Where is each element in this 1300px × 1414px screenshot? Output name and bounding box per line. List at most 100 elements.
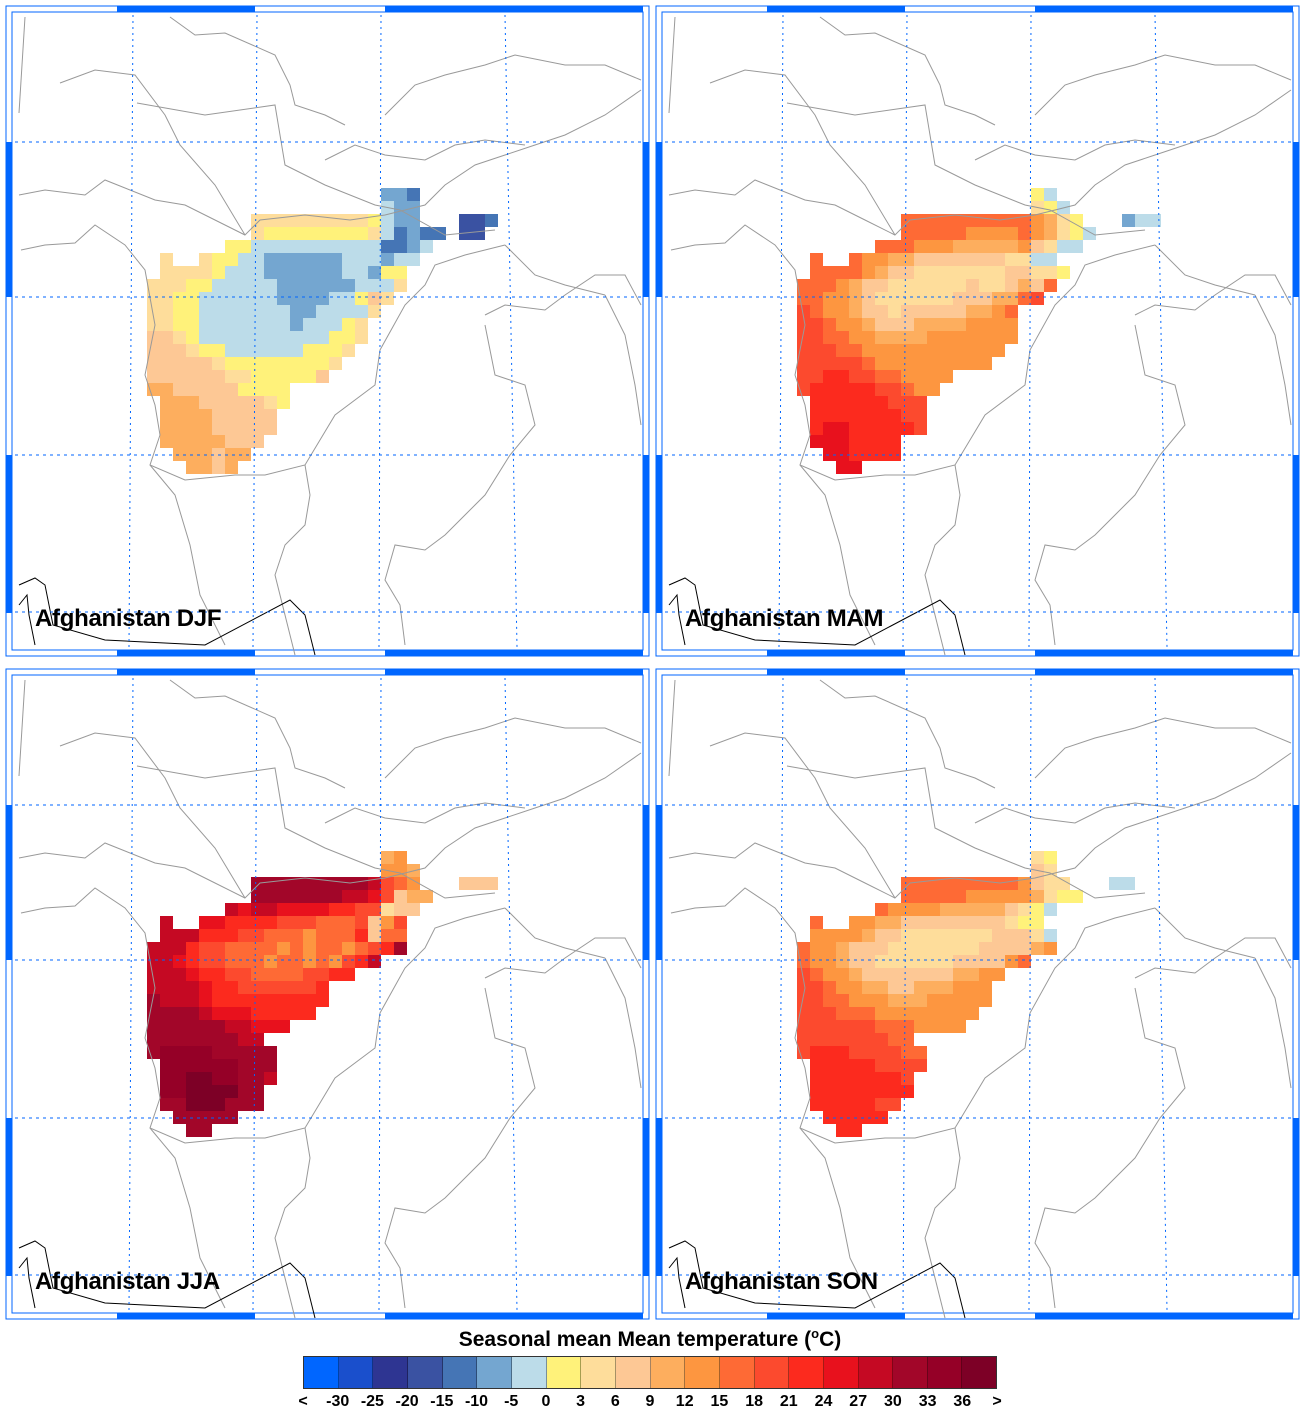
data-cell — [875, 1007, 888, 1020]
legend-swatch — [858, 1357, 894, 1388]
data-cell — [875, 253, 888, 266]
data-cell — [849, 292, 862, 305]
data-cell — [823, 1020, 836, 1033]
coastline — [18, 1240, 316, 1319]
data-cell — [901, 903, 914, 916]
data-cell — [823, 357, 836, 370]
data-cell — [810, 305, 823, 318]
data-cell — [316, 890, 329, 903]
data-cell — [173, 266, 186, 279]
data-cell — [1031, 266, 1044, 279]
data-cell — [927, 929, 940, 942]
data-cell — [927, 1007, 940, 1020]
data-cell — [199, 383, 212, 396]
data-cell — [966, 292, 979, 305]
legend-label: -20 — [395, 1393, 419, 1410]
data-cell — [303, 266, 316, 279]
data-cell — [238, 1085, 251, 1098]
data-cell — [342, 929, 355, 942]
data-cell — [225, 344, 238, 357]
data-cell — [290, 994, 303, 1007]
data-cell — [849, 383, 862, 396]
data-cell — [173, 1072, 186, 1085]
frame-tick — [656, 805, 662, 960]
data-cell — [849, 396, 862, 409]
data-cell — [1018, 292, 1031, 305]
data-cell — [797, 292, 810, 305]
data-cell — [329, 227, 342, 240]
data-cell — [992, 331, 1005, 344]
data-cell — [810, 955, 823, 968]
data-cell — [1031, 916, 1044, 929]
data-cell — [914, 292, 927, 305]
data-cell — [862, 916, 875, 929]
data-cell — [329, 318, 342, 331]
data-cell — [381, 214, 394, 227]
frame-tick — [643, 805, 649, 960]
data-cell — [251, 422, 264, 435]
data-cell — [849, 1124, 862, 1137]
legend-label: -25 — [360, 1393, 384, 1410]
data-cell — [823, 1072, 836, 1085]
data-cell — [1018, 916, 1031, 929]
data-cell — [953, 227, 966, 240]
data-cell — [225, 292, 238, 305]
data-cell — [342, 279, 355, 292]
data-cell — [342, 318, 355, 331]
data-cell — [290, 227, 303, 240]
data-cell — [381, 279, 394, 292]
data-cell — [849, 279, 862, 292]
data-cell — [238, 396, 251, 409]
data-cell — [329, 331, 342, 344]
data-cell — [251, 357, 264, 370]
data-cell — [212, 929, 225, 942]
data-cell — [1031, 942, 1044, 955]
data-cell — [823, 1033, 836, 1046]
data-cell — [1018, 227, 1031, 240]
data-cell — [199, 253, 212, 266]
frame-tick — [767, 1313, 905, 1319]
data-cell — [810, 1059, 823, 1072]
data-cell — [238, 279, 251, 292]
data-cell — [797, 279, 810, 292]
frame-tick — [117, 1313, 255, 1319]
data-cell — [290, 370, 303, 383]
data-cell — [238, 422, 251, 435]
data-cell — [875, 422, 888, 435]
data-cell — [303, 955, 316, 968]
data-cell — [251, 292, 264, 305]
data-cell — [836, 955, 849, 968]
data-cell — [394, 188, 407, 201]
data-cell — [212, 422, 225, 435]
legend-label: 21 — [779, 1393, 798, 1410]
data-cell — [914, 955, 927, 968]
data-cell — [849, 409, 862, 422]
data-cell — [199, 279, 212, 292]
data-cell — [797, 942, 810, 955]
country-border — [974, 54, 1292, 646]
data-cell — [927, 227, 940, 240]
data-cell — [303, 292, 316, 305]
data-cell — [199, 1020, 212, 1033]
data-cell — [381, 240, 394, 253]
data-cell — [992, 877, 1005, 890]
data-cell — [355, 240, 368, 253]
data-cell — [875, 929, 888, 942]
data-cell — [316, 903, 329, 916]
data-cell — [186, 1033, 199, 1046]
data-cell — [251, 279, 264, 292]
data-cell — [238, 383, 251, 396]
data-cell — [329, 292, 342, 305]
data-cell — [823, 422, 836, 435]
data-cell — [212, 318, 225, 331]
data-cell — [407, 214, 420, 227]
data-cell — [992, 227, 1005, 240]
country-border — [18, 679, 506, 1144]
data-cell — [1044, 279, 1057, 292]
data-cell — [888, 1098, 901, 1111]
data-cell — [849, 266, 862, 279]
data-cell — [862, 1059, 875, 1072]
data-cell — [901, 357, 914, 370]
plot-frame — [661, 674, 1294, 1314]
data-cell — [212, 292, 225, 305]
